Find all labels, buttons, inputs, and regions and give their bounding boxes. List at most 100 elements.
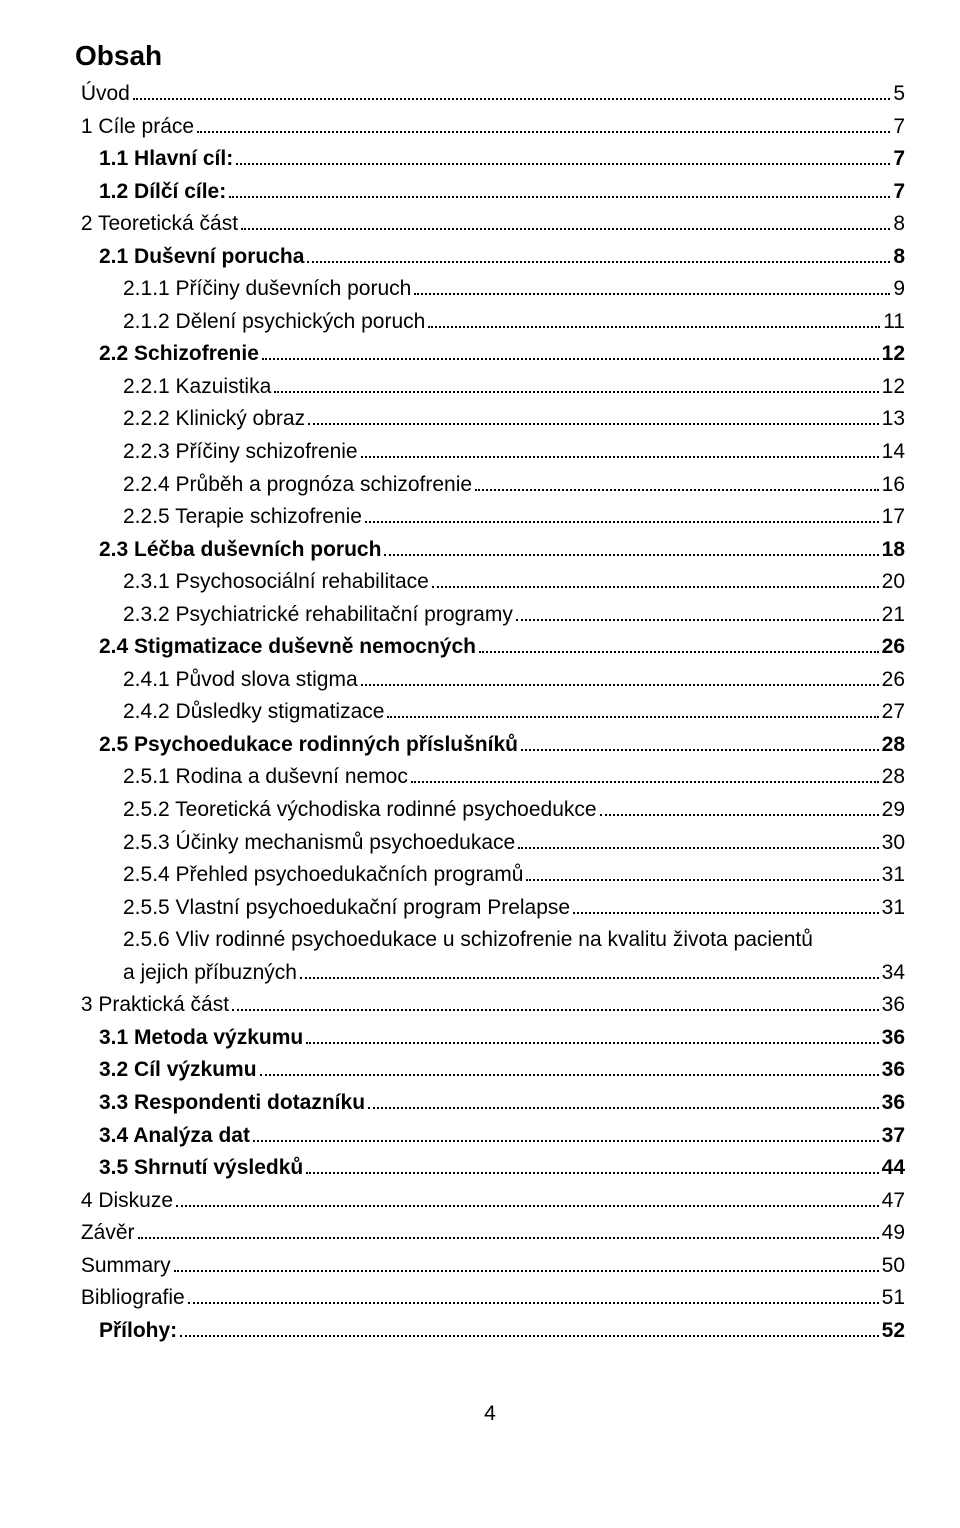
toc-entry: 1.1 Hlavní cíl:7 — [75, 143, 905, 176]
toc-leader — [414, 293, 890, 295]
toc-entry: 2.5 Psychoedukace rodinných příslušníků2… — [75, 729, 905, 762]
toc-entry-page: 21 — [882, 599, 905, 632]
toc-entry-page: 11 — [883, 306, 905, 339]
toc-entry-label: 2 Teoretická část — [75, 208, 238, 241]
toc-entry-page: 36 — [882, 1087, 905, 1120]
toc-entry-label: 1.2 Dílčí cíle: — [99, 176, 226, 209]
toc-entry: Přílohy:52 — [75, 1315, 905, 1348]
toc-entry: 2.2.1 Kazuistika 12 — [75, 371, 905, 404]
toc-entry: 3.2 Cíl výzkumu36 — [75, 1054, 905, 1087]
toc-entry-page: 26 — [882, 664, 905, 697]
toc-leader — [306, 1172, 878, 1174]
toc-entry-label: 1 Cíle práce — [75, 111, 194, 144]
toc-entry: Summary50 — [75, 1250, 905, 1283]
toc-entry-label: 2.2 Schizofrenie — [99, 338, 259, 371]
toc-leader — [308, 423, 879, 425]
toc-leader — [180, 1335, 878, 1337]
toc-entry-label: 2.1.2 Dělení psychických poruch — [123, 306, 425, 339]
toc-entry: 2.5.4 Přehled psychoedukačních programů 3… — [75, 859, 905, 892]
toc-leader — [432, 586, 879, 588]
toc-entry-label: 2.3.1 Psychosociální rehabilitace — [123, 566, 429, 599]
toc-entry-label: 2.5.1 Rodina a duševní nemoc — [123, 761, 408, 794]
toc-entry: 2.4.2 Důsledky stigmatizace 27 — [75, 696, 905, 729]
toc-leader — [262, 358, 879, 360]
toc-entry-label: 2.2.5 Terapie schizofrenie — [123, 501, 362, 534]
toc-leader — [260, 1074, 879, 1076]
toc-entry-page: 5 — [893, 78, 905, 111]
toc-leader — [138, 1237, 879, 1239]
toc-entry: Úvod 5 — [75, 78, 905, 111]
toc-entry-page: 18 — [882, 534, 905, 567]
toc-entry: 2.2.4 Průběh a prognóza schizofrenie16 — [75, 469, 905, 502]
toc-leader — [236, 163, 890, 165]
toc-entry-label: 4 Diskuze — [75, 1185, 173, 1218]
toc-entry: 2.3.2 Psychiatrické rehabilitační progra… — [75, 599, 905, 632]
toc-entry-label: 3.2 Cíl výzkumu — [99, 1054, 257, 1087]
toc-entry-page: 47 — [882, 1185, 905, 1218]
toc-entry-label: 2.5.3 Účinky mechanismů psychoedukace — [123, 827, 515, 860]
toc-leader — [411, 781, 879, 783]
toc-entry-page: 31 — [882, 859, 905, 892]
toc-entry-label: 2.5.4 Přehled psychoedukačních programů — [123, 859, 523, 892]
toc-entry-page: 8 — [893, 208, 905, 241]
toc-entry: 3.1 Metoda výzkumu36 — [75, 1022, 905, 1055]
toc-entry-label: 2.1.1 Příčiny duševních poruch — [123, 273, 411, 306]
toc-leader — [387, 716, 878, 718]
toc-entry: 2.2.3 Příčiny schizofrenie 14 — [75, 436, 905, 469]
toc-entry-page: 36 — [882, 989, 905, 1022]
toc-entry-page: 37 — [882, 1120, 905, 1153]
toc-entry: 2.5.6 Vliv rodinné psychoedukace u schiz… — [75, 924, 905, 957]
toc-entry-page: 51 — [882, 1282, 905, 1315]
toc-entry-label: 2.5.2 Teoretická východiska rodinné psyc… — [123, 794, 597, 827]
toc-leader — [306, 1042, 878, 1044]
toc-entry-page: 14 — [882, 436, 905, 469]
toc-leader — [229, 196, 890, 198]
toc-entry: 2.3.1 Psychosociální rehabilitace20 — [75, 566, 905, 599]
toc-entry: 2.1.1 Příčiny duševních poruch9 — [75, 273, 905, 306]
toc-leader — [600, 814, 879, 816]
toc-entry-label: Summary — [75, 1250, 171, 1283]
toc-entry: 2.2.2 Klinický obraz 13 — [75, 403, 905, 436]
toc-leader — [518, 847, 878, 849]
toc-entry-page: 7 — [893, 111, 905, 144]
toc-entry-label: a jejich příbuzných — [123, 957, 297, 990]
toc-entry-page: 12 — [882, 371, 905, 404]
toc-entry-label: 2.5.5 Vlastní psychoedukační program Pre… — [123, 892, 570, 925]
toc-leader — [253, 1140, 879, 1142]
toc-entry: 2.2.5 Terapie schizofrenie17 — [75, 501, 905, 534]
toc-list: Úvod 5 1 Cíle práce 71.1 Hlavní cíl:71.2 D… — [75, 78, 905, 1347]
toc-leader — [521, 749, 879, 751]
toc-entry-label: Přílohy: — [99, 1315, 177, 1348]
toc-entry: 2.5.3 Účinky mechanismů psychoedukace 30 — [75, 827, 905, 860]
toc-entry-label: 3 Praktická část — [75, 989, 229, 1022]
toc-leader — [188, 1302, 879, 1304]
toc-entry-label: 2.2.3 Příčiny schizofrenie — [123, 436, 358, 469]
toc-leader — [361, 456, 879, 458]
toc-leader — [479, 651, 879, 653]
toc-leader — [232, 1009, 879, 1011]
toc-entry-label: 2.4.2 Důsledky stigmatizace — [123, 696, 384, 729]
toc-entry: Bibliografie51 — [75, 1282, 905, 1315]
toc-leader — [174, 1270, 879, 1272]
toc-leader — [516, 619, 879, 621]
toc-entry-page: 7 — [893, 176, 905, 209]
toc-entry: 3 Praktická část 36 — [75, 989, 905, 1022]
toc-entry: 3.3 Respondenti dotazníku36 — [75, 1087, 905, 1120]
toc-title: Obsah — [75, 40, 905, 72]
toc-entry: 1.2 Dílčí cíle: 7 — [75, 176, 905, 209]
toc-entry: 2.1.2 Dělení psychických poruch 11 — [75, 306, 905, 339]
toc-entry-page: 13 — [882, 403, 905, 436]
toc-entry-label: 2.2.2 Klinický obraz — [123, 403, 305, 436]
toc-entry: 2.4 Stigmatizace duševně nemocných26 — [75, 631, 905, 664]
toc-entry-label: 2.5.6 Vliv rodinné psychoedukace u schiz… — [123, 924, 813, 957]
toc-entry: 2.5.1 Rodina a duševní nemoc28 — [75, 761, 905, 794]
toc-entry-page: 27 — [882, 696, 905, 729]
toc-entry: 1 Cíle práce 7 — [75, 111, 905, 144]
toc-entry-label: 3.1 Metoda výzkumu — [99, 1022, 303, 1055]
toc-leader — [307, 261, 890, 263]
toc-entry-page: 30 — [882, 827, 905, 860]
toc-entry-label: 2.1 Duševní porucha — [99, 241, 304, 274]
toc-entry-label: 2.2.1 Kazuistika — [123, 371, 271, 404]
toc-leader — [365, 521, 879, 523]
toc-entry-label: Úvod — [75, 78, 130, 111]
